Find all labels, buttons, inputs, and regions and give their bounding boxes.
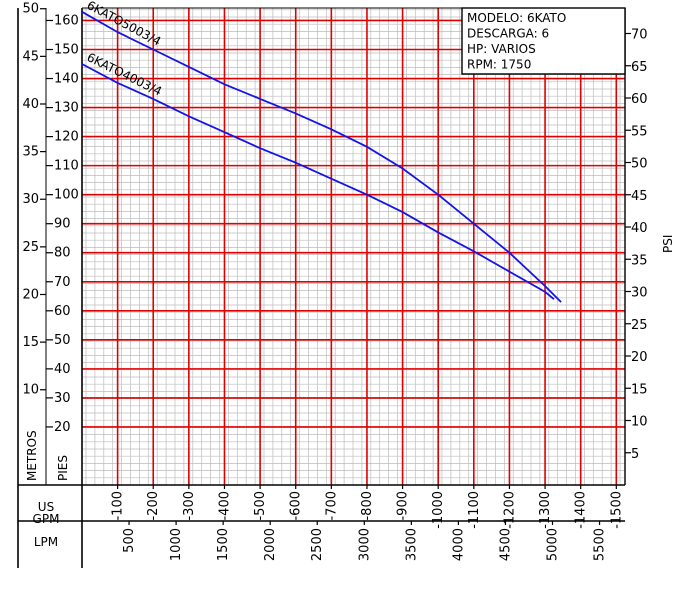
pies-tick-label: 80: [54, 246, 71, 261]
pies-tick-label: 70: [54, 275, 71, 290]
pies-tick-label: 20: [54, 420, 71, 435]
gpm-tick-label: -100: [111, 491, 126, 521]
gpm-tick-label: -300: [182, 491, 197, 521]
lpm-tick-label: 500: [122, 528, 137, 553]
metros-tick-label: 50: [22, 2, 39, 17]
lpm-tick-label: 5000: [545, 528, 560, 561]
psi-axis-title: PSI: [661, 235, 675, 253]
pies-tick-label: 100: [54, 188, 79, 203]
lpm-tick-label: 2500: [310, 528, 325, 561]
lpm-axis-title: LPM: [34, 535, 58, 549]
gpm-tick-label: -1200: [502, 491, 517, 529]
lpm-tick-label: 3000: [357, 528, 372, 561]
gpm-tick-label: -1000: [431, 491, 446, 529]
gpm-tick-label: -500: [253, 491, 268, 521]
lpm-tick-label: 4000: [451, 528, 466, 561]
psi-tick-label: 70: [631, 28, 648, 43]
psi-tick-label: 60: [631, 92, 648, 107]
gpm-tick-label: -200: [146, 491, 161, 521]
psi-tick-label: 25: [631, 318, 648, 333]
psi-tick-label: 45: [631, 189, 648, 204]
metros-tick-label: 30: [22, 192, 39, 207]
legend-line: DESCARGA: 6: [467, 27, 549, 41]
pies-tick-label: 160: [54, 13, 79, 28]
pies-tick-label: 150: [54, 43, 79, 58]
legend-line: RPM: 1750: [467, 58, 531, 72]
gpm-tick-label: -1400: [574, 491, 589, 529]
legend-box: [461, 7, 626, 75]
psi-tick-label: 55: [631, 124, 648, 139]
metros-tick-label: 25: [22, 240, 39, 255]
gpm-axis-title-line2: GPM: [33, 512, 60, 526]
plot-area: [82, 8, 625, 485]
lpm-tick-label: 1500: [216, 528, 231, 561]
gpm-tick-label: -400: [217, 491, 232, 521]
lpm-tick-label: 1000: [169, 528, 184, 561]
series-line: [81, 11, 562, 303]
psi-tick-label: 65: [631, 60, 648, 75]
metros-tick-label: 15: [22, 335, 39, 350]
legend-line: HP: VARIOS: [467, 42, 536, 56]
psi-tick-label: 30: [631, 286, 648, 301]
metros-tick-label: 45: [22, 49, 39, 64]
lpm-tick-label: 4500: [498, 528, 513, 561]
pies-tick-label: 90: [54, 217, 71, 232]
psi-tick-label: 50: [631, 157, 648, 172]
psi-tick-label: 15: [631, 382, 648, 397]
pies-tick-label: 110: [54, 159, 79, 174]
lpm-tick-label: 2000: [263, 528, 278, 561]
gpm-tick-label: -700: [324, 491, 339, 521]
psi-tick-label: 10: [631, 415, 648, 430]
pies-tick-label: 50: [54, 333, 71, 348]
series-line: [81, 63, 555, 300]
lpm-tick-label: 5500: [593, 528, 608, 561]
metros-tick-label: 40: [22, 97, 39, 112]
pies-tick-label: 40: [54, 362, 71, 377]
metros-tick-label: 20: [22, 287, 39, 302]
gpm-tick-label: -1300: [538, 491, 553, 529]
gpm-tick-label: -800: [360, 491, 375, 521]
pies-tick-label: 130: [54, 101, 79, 116]
metros-tick-label: 35: [22, 145, 39, 160]
legend-line: MODELO: 6KATO: [467, 11, 566, 25]
psi-tick-label: 40: [631, 221, 648, 236]
pies-tick-label: 120: [54, 130, 79, 145]
pies-axis-title: PIES: [56, 455, 70, 481]
metros-tick-label: 10: [22, 383, 39, 398]
lpm-tick-label: 3500: [404, 528, 419, 561]
pies-tick-label: 60: [54, 304, 71, 319]
pies-tick-label: 30: [54, 391, 71, 406]
gpm-tick-label: -600: [289, 491, 304, 521]
psi-tick-label: 35: [631, 253, 648, 268]
gpm-tick-label: -900: [396, 491, 411, 521]
gpm-tick-label: -1100: [467, 491, 482, 529]
pies-tick-label: 140: [54, 72, 79, 87]
gpm-tick-label: -1500: [609, 491, 624, 529]
gpm-axis-title-line1: US: [38, 500, 54, 514]
psi-tick-label: 5: [631, 447, 639, 462]
metros-axis-title: METROS: [25, 430, 39, 481]
psi-tick-label: 20: [631, 350, 648, 365]
